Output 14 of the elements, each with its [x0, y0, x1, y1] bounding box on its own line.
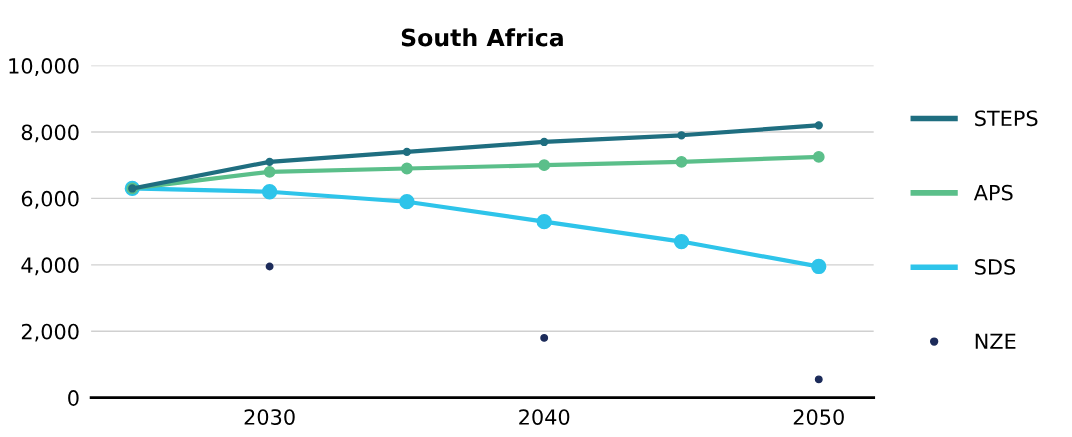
x-tick-label: 2030 — [244, 409, 295, 425]
y-tick-label: 2,000 — [21, 323, 79, 342]
x-tick-label: 2040 — [519, 409, 570, 425]
legend-label: STEPS — [975, 110, 1038, 127]
legend-label: NZE — [975, 333, 1016, 349]
y-tick-label: 0 — [68, 390, 79, 406]
y-tick-label: 4,000 — [21, 257, 79, 276]
legend-label: SDS — [975, 259, 1016, 275]
y-tick-label: 10,000 — [9, 58, 79, 76]
legend-label: APS — [973, 184, 1013, 201]
y-tick-label: 6,000 — [21, 190, 79, 209]
y-tick-label: 8,000 — [21, 124, 79, 143]
x-tick-label: 2050 — [793, 409, 844, 425]
chart-title: South Africa — [401, 28, 563, 47]
